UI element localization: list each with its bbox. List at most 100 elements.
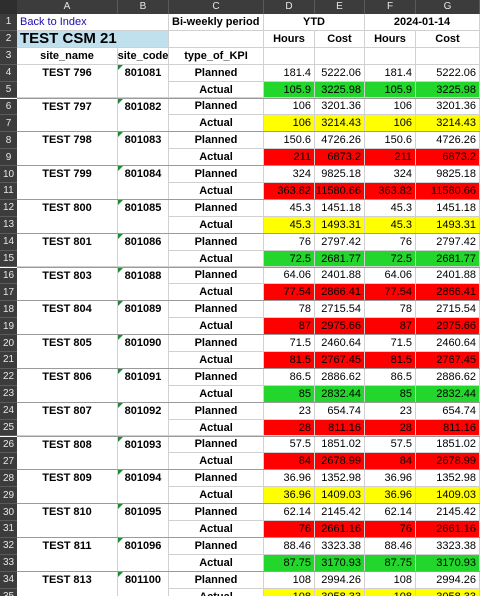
ytd-hours-planned[interactable]: 181.4 [264,64,315,82]
column-header-g[interactable]: G [416,0,480,14]
ytd-hours-actual[interactable]: 45.3 [264,216,315,234]
period-hours-planned[interactable]: 71.5 [365,335,416,352]
kpi-actual-cell[interactable]: Actual [169,81,264,99]
kpi-actual-cell[interactable]: Actual [169,318,264,336]
back-to-index-link[interactable]: Back to Index [17,14,169,31]
period-cost-planned[interactable]: 1851.02 [416,436,480,454]
date-header[interactable]: 2024-01-14 [365,14,480,31]
row-header-21[interactable]: 21 [0,352,17,369]
row-header-27[interactable]: 27 [0,453,17,471]
period-hours-planned[interactable]: 45.3 [365,199,416,217]
period-cost-planned[interactable]: 2460.64 [416,335,480,352]
site-code-cell[interactable]: 801091 [118,368,169,403]
period-cost-planned[interactable]: 1352.98 [416,470,480,488]
period-hours-planned[interactable]: 76 [365,233,416,251]
empty-d3[interactable] [264,47,315,65]
row-header-5[interactable]: 5 [0,81,17,99]
row-header-18[interactable]: 18 [0,301,17,319]
period-hours-header[interactable]: Hours [365,30,416,48]
ytd-cost-actual[interactable]: 2866.41 [315,284,365,302]
ytd-hours-actual[interactable]: 105.9 [264,81,315,99]
ytd-cost-actual[interactable]: 3214.43 [315,115,365,133]
period-cost-actual[interactable]: 2866.41 [416,284,480,302]
ytd-hours-planned[interactable]: 106 [264,98,315,116]
period-cost-actual[interactable]: 2767.45 [416,352,480,369]
row-header-29[interactable]: 29 [0,487,17,505]
ytd-hours-actual[interactable]: 108 [264,588,315,596]
ytd-cost-planned[interactable]: 2145.42 [315,504,365,521]
ytd-cost-planned[interactable]: 1851.02 [315,436,365,454]
period-cost-actual[interactable]: 6873.2 [416,149,480,167]
row-header-22[interactable]: 22 [0,368,17,386]
ytd-cost-actual[interactable]: 2832.44 [315,385,365,403]
ytd-cost-actual[interactable]: 6873.2 [315,149,365,167]
period-cost-actual[interactable]: 811.16 [416,419,480,437]
kpi-planned-cell[interactable]: Planned [169,199,264,217]
site-code-cell[interactable]: 801085 [118,199,169,234]
period-cost-actual[interactable]: 3170.93 [416,554,480,572]
period-hours-planned[interactable]: 36.96 [365,470,416,488]
ytd-hours-planned[interactable]: 88.46 [264,537,315,555]
site-name-header[interactable]: site_name [17,47,118,65]
period-label[interactable]: Bi-weekly period [169,14,264,31]
ytd-hours-planned[interactable]: 23 [264,402,315,420]
period-hours-planned[interactable]: 324 [365,166,416,183]
period-cost-actual[interactable]: 3214.43 [416,115,480,133]
site-code-cell[interactable]: 801092 [118,402,169,437]
period-cost-actual[interactable]: 2975.66 [416,318,480,336]
kpi-actual-cell[interactable]: Actual [169,250,264,268]
ytd-cost-planned[interactable]: 3323.38 [315,537,365,555]
period-cost-planned[interactable]: 3323.38 [416,537,480,555]
period-cost-actual[interactable]: 1493.31 [416,216,480,234]
site-code-cell[interactable]: 801084 [118,166,169,200]
ytd-hours-actual[interactable]: 84 [264,453,315,471]
ytd-hours-planned[interactable]: 36.96 [264,470,315,488]
period-cost-planned[interactable]: 2401.88 [416,267,480,285]
period-hours-actual[interactable]: 106 [365,115,416,133]
ytd-hours-actual[interactable]: 85 [264,385,315,403]
row-header-32[interactable]: 32 [0,537,17,555]
kpi-planned-cell[interactable]: Planned [169,470,264,488]
kpi-actual-cell[interactable]: Actual [169,216,264,234]
period-cost-header[interactable]: Cost [416,30,480,48]
ytd-hours-actual[interactable]: 211 [264,149,315,167]
row-header-23[interactable]: 23 [0,385,17,403]
site-code-cell[interactable]: 801086 [118,233,169,268]
site-code-cell[interactable]: 801094 [118,470,169,505]
kpi-actual-cell[interactable]: Actual [169,453,264,471]
row-header-15[interactable]: 15 [0,250,17,268]
ytd-hours-planned[interactable]: 78 [264,301,315,319]
row-header-20[interactable]: 20 [0,335,17,352]
ytd-cost-actual[interactable]: 2678.99 [315,453,365,471]
ytd-cost-planned[interactable]: 4726.26 [315,132,365,150]
site-name-cell[interactable]: TEST 808 [17,436,118,471]
row-header-12[interactable]: 12 [0,199,17,217]
period-cost-planned[interactable]: 3201.36 [416,98,480,116]
ytd-hours-actual[interactable]: 76 [264,521,315,538]
column-header-a[interactable]: A [17,0,118,14]
site-name-cell[interactable]: TEST 811 [17,537,118,572]
ytd-cost-actual[interactable]: 2975.66 [315,318,365,336]
row-header-28[interactable]: 28 [0,470,17,488]
ytd-hours-actual[interactable]: 77.54 [264,284,315,302]
period-hours-actual[interactable]: 72.5 [365,250,416,268]
kpi-planned-cell[interactable]: Planned [169,436,264,454]
period-hours-planned[interactable]: 108 [365,571,416,589]
site-code-cell[interactable]: 801089 [118,301,169,336]
period-hours-actual[interactable]: 87 [365,318,416,336]
row-header-8[interactable]: 8 [0,132,17,150]
ytd-cost-planned[interactable]: 654.74 [315,402,365,420]
ytd-hours-planned[interactable]: 324 [264,166,315,183]
column-header-c[interactable]: C [169,0,264,14]
ytd-hours-actual[interactable]: 87.75 [264,554,315,572]
period-hours-planned[interactable]: 86.5 [365,368,416,386]
site-code-cell[interactable]: 801100 [118,571,169,596]
row-header-11[interactable]: 11 [0,183,17,200]
row-header-19[interactable]: 19 [0,318,17,336]
period-hours-planned[interactable]: 88.46 [365,537,416,555]
site-code-cell[interactable]: 801081 [118,64,169,99]
kpi-actual-cell[interactable]: Actual [169,284,264,302]
kpi-planned-cell[interactable]: Planned [169,571,264,589]
period-cost-planned[interactable]: 1451.18 [416,199,480,217]
ytd-cost-actual[interactable]: 2767.45 [315,352,365,369]
